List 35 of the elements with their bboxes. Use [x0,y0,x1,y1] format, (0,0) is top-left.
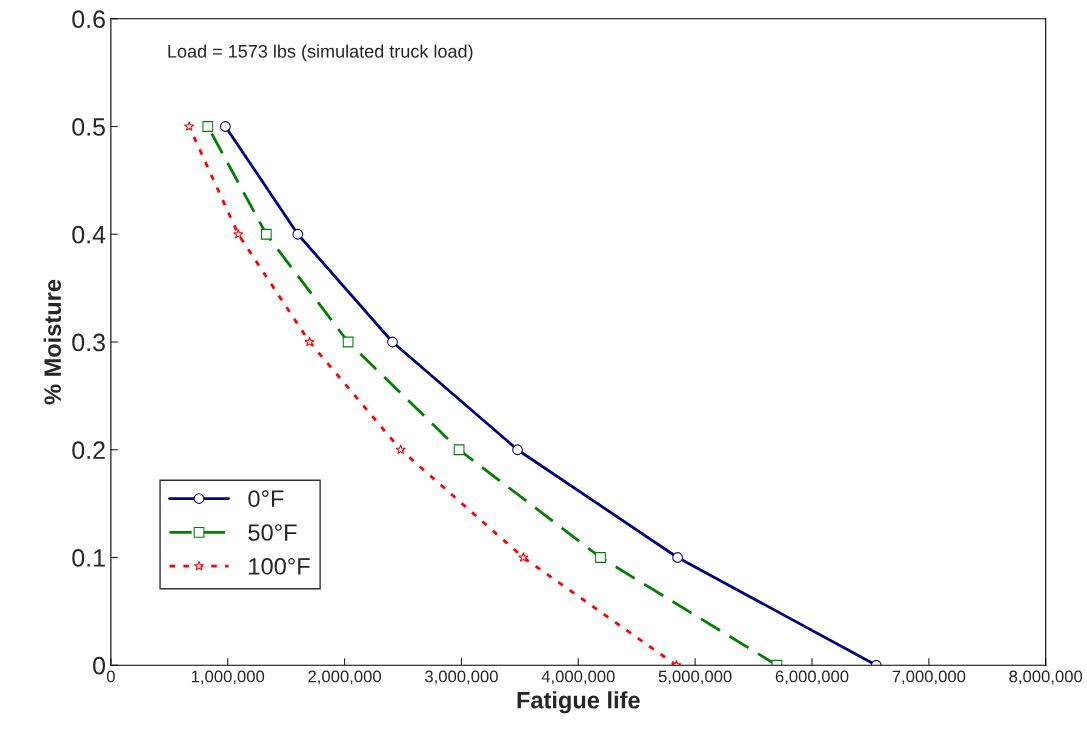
point [220,121,231,132]
point [395,444,406,455]
x-tick-label: 8,000,000 [1009,670,1083,685]
x-tick-label: 7,000,000 [892,670,966,685]
x-tick-label: 6,000,000 [775,670,849,685]
x-tick-label: 2,000,000 [308,670,381,685]
y-tick-label: 0.4 [72,225,106,244]
x-axis-title: Fatigue life [517,691,640,714]
y-axis-title: % Moisture [43,279,62,405]
point [595,552,606,563]
y-tick-label: 0.1 [72,549,105,567]
point [518,552,529,562]
point [233,228,244,239]
point [184,121,195,131]
y-tick-label: 0.2 [72,441,105,460]
point [292,228,304,240]
y-tick-label: 0.5 [72,118,105,136]
x-tick-label: 3,000,000 [425,670,498,685]
x-tick-label: 5,000,000 [658,670,732,685]
point [453,444,465,456]
point [202,121,214,132]
legend-label: 100°F [249,557,310,575]
point [387,336,398,348]
x-tick-label: 0 [106,670,115,683]
point [672,552,683,563]
point [512,444,523,456]
y-tick-label: 0.6 [72,10,105,29]
point [260,228,272,240]
x-tick-label: 1,000,000 [191,670,265,685]
legend-label: 0°F [248,490,284,508]
point [304,336,315,347]
y-tick-label: 0.3 [72,333,105,352]
x-tick-label: 4,000,000 [541,670,615,685]
annotation: Load = 1573 lbs (simulated truck load) [168,44,473,62]
legend-label: 50°F [248,524,297,541]
